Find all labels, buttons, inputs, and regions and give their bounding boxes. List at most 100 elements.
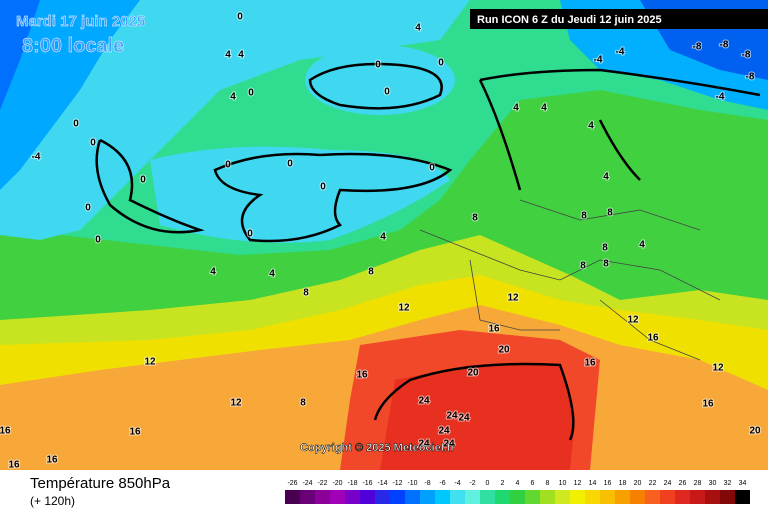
contour-label: 0 [90, 138, 96, 149]
contour-label: 8 [472, 213, 478, 224]
scale-swatch [510, 490, 525, 504]
contour-label: 0 [95, 235, 101, 246]
scale-label: -8 [424, 480, 430, 487]
scale-swatch [630, 490, 645, 504]
contour-label: 16 [584, 358, 596, 369]
run-bar [470, 9, 768, 29]
scale-swatch [390, 490, 405, 504]
band-minus-8 [0, 0, 40, 110]
band-minus-4 [0, 0, 140, 190]
band-0 [0, 0, 470, 240]
scale-swatch [285, 490, 300, 504]
scale-swatch [600, 490, 615, 504]
contour-label: 8 [602, 243, 608, 254]
scale-label: 30 [709, 480, 717, 487]
contour-label: -8 [746, 72, 755, 83]
contour-label: 8 [603, 259, 609, 270]
scale-swatch [300, 490, 315, 504]
contour-label: -4 [32, 152, 41, 163]
scale-swatch [705, 490, 720, 504]
contour-label: 0 [375, 60, 381, 71]
scale-swatch [720, 490, 735, 504]
contour-label: -8 [742, 50, 751, 61]
contour-label: 8 [581, 211, 587, 222]
coastline [478, 68, 761, 191]
contour-label: 20 [498, 345, 510, 356]
contour-label: 8 [607, 208, 613, 219]
scale-label: 26 [679, 480, 687, 487]
contour-label: 8 [303, 288, 309, 299]
contour-label: 4 [238, 50, 244, 61]
contour-label: 0 [320, 182, 326, 193]
scale-swatch [615, 490, 630, 504]
scale-label: 14 [589, 480, 597, 487]
copyright: Copyright © 2025 Meteociel.fr [300, 442, 456, 454]
contour-label: 4 [513, 103, 519, 114]
contour-label: 20 [467, 368, 479, 379]
contour-label: 4 [541, 103, 547, 114]
band-0 [150, 146, 450, 243]
contour-label: -4 [616, 47, 625, 58]
scale-swatch [405, 490, 420, 504]
contour-label: 24 [458, 413, 470, 424]
contour-label: 0 [85, 203, 91, 214]
contour-label: -8 [720, 40, 729, 51]
legend-lead: (+ 120h) [30, 494, 75, 508]
borders [419, 199, 721, 361]
scale-swatch [480, 490, 495, 504]
color-scale: -26 -24 -22 -20 -18 -16 -14 -12 -10 -8 -6 -4 -2 0 2 4 6 8… [285, 480, 750, 504]
scale-label: -22 [317, 480, 327, 487]
contour-label: 4 [210, 267, 216, 278]
scale-label: -4 [454, 480, 460, 487]
scale-label: -6 [439, 480, 445, 487]
scale-swatch [360, 490, 375, 504]
scale-swatch [555, 490, 570, 504]
scale-label: -26 [287, 480, 297, 487]
coastlines [95, 62, 761, 441]
scale-swatch [690, 490, 705, 504]
contour-label: 12 [507, 293, 519, 304]
scale-swatch [330, 490, 345, 504]
scale-swatch [675, 490, 690, 504]
contour-label: -8 [693, 42, 702, 53]
scale-swatch [660, 490, 675, 504]
scale-label: -16 [362, 480, 372, 487]
scale-swatch [465, 490, 480, 504]
coastline [213, 152, 453, 243]
scale-label: 10 [559, 480, 567, 487]
scale-label: -12 [392, 480, 402, 487]
contour-label: 8 [580, 261, 586, 272]
contour-label: 0 [438, 58, 444, 69]
contour-label: 24 [443, 439, 455, 450]
contour-label: 16 [8, 460, 20, 471]
scale-label: -14 [377, 480, 387, 487]
contour-label: 20 [749, 426, 761, 437]
contour-label: 0 [225, 160, 231, 171]
contour-label: 16 [129, 427, 141, 438]
scale-label: 28 [694, 480, 702, 487]
scale-swatch [435, 490, 450, 504]
scale-label: 6 [531, 480, 535, 487]
scale-swatch [315, 490, 330, 504]
scale-swatch [645, 490, 660, 504]
scale-label: 22 [649, 480, 657, 487]
contour-label: 16 [0, 426, 11, 437]
contour-label: 24 [438, 426, 450, 437]
scale-label: 24 [664, 480, 672, 487]
contour-label: 4 [588, 121, 594, 132]
contour-label: 4 [415, 23, 421, 34]
contour-label: 4 [603, 172, 609, 183]
contour-label: -4 [594, 55, 603, 66]
warm-core [380, 365, 575, 470]
contour-label: 4 [225, 50, 231, 61]
scale-label: 2 [501, 480, 505, 487]
scale-label: -10 [407, 480, 417, 487]
contour-label: 12 [398, 303, 410, 314]
contour-label: 24 [418, 439, 430, 450]
scale-label: 16 [604, 480, 612, 487]
scale-swatch [450, 490, 465, 504]
contour-label: 16 [46, 455, 58, 466]
scale-label: 32 [724, 480, 732, 487]
